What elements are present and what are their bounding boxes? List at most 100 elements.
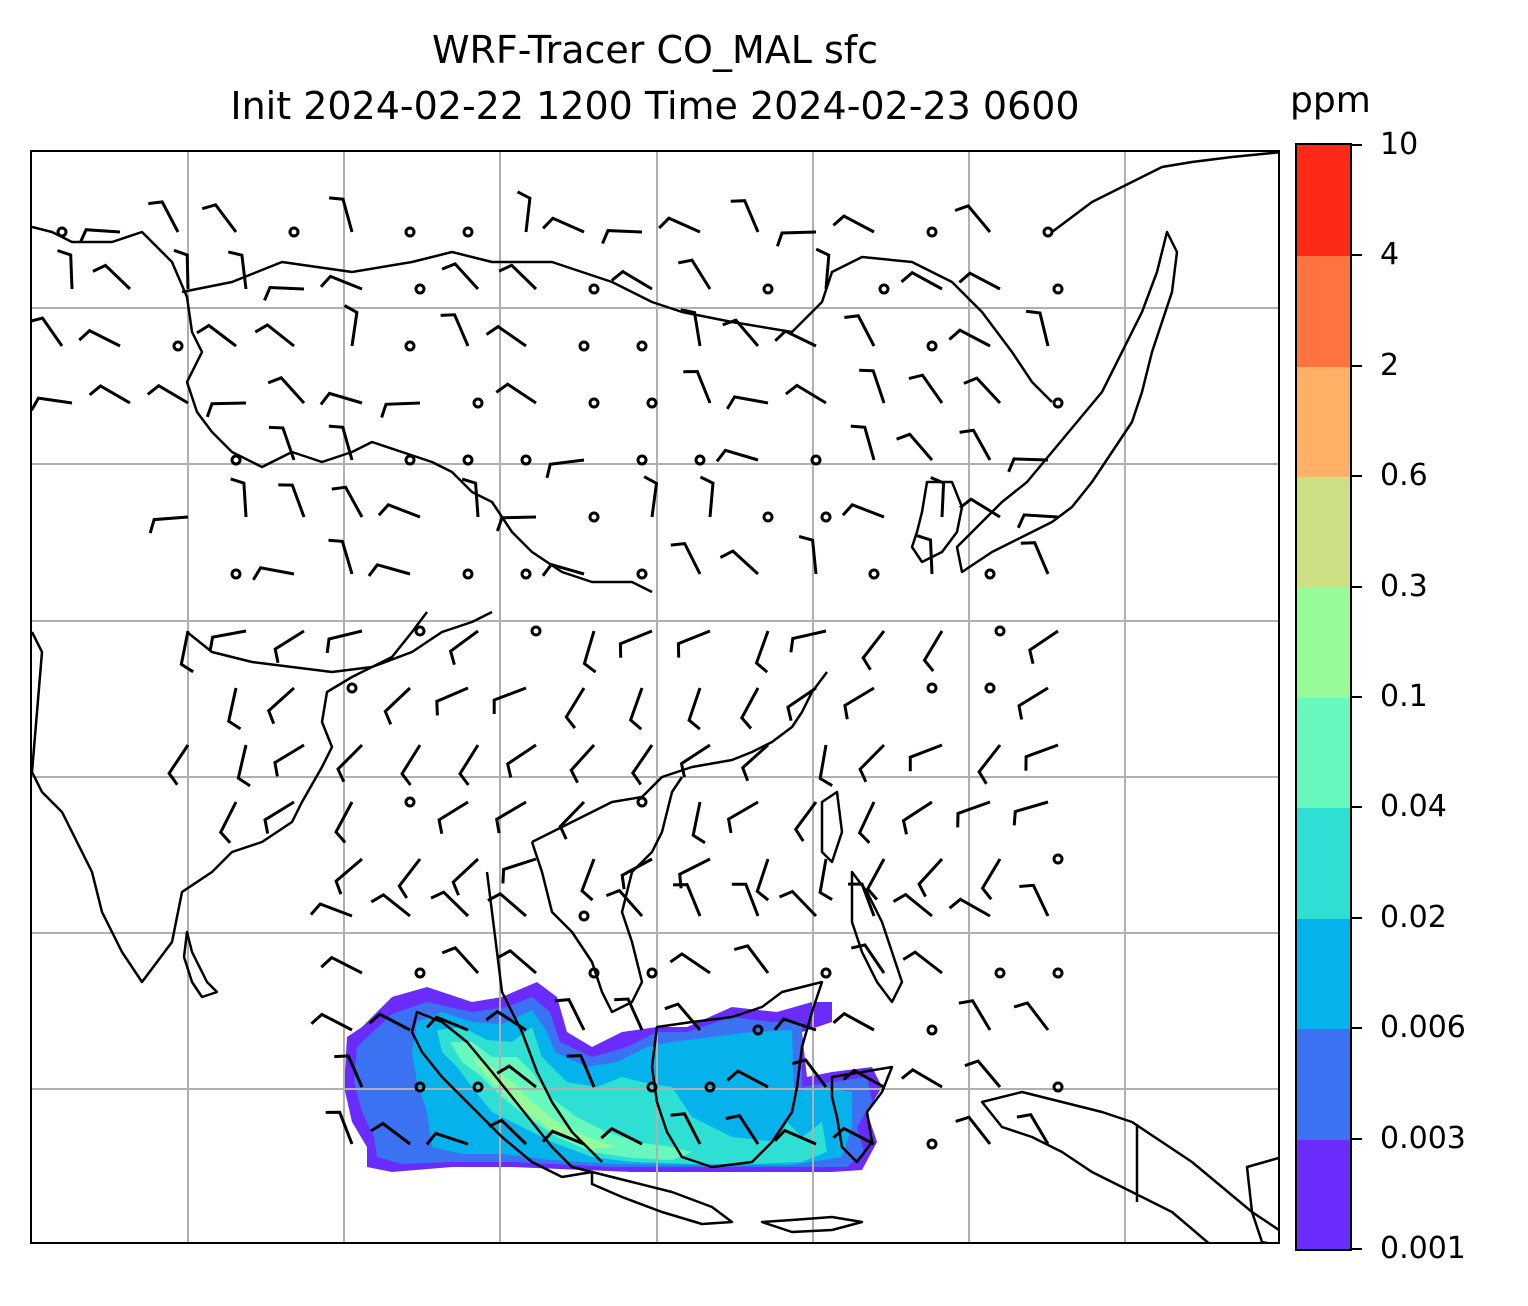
wind-barb — [678, 258, 712, 290]
calm-wind-circle — [462, 568, 474, 580]
wind-barb — [793, 801, 818, 842]
wind-barb — [485, 1009, 527, 1032]
calm-wind-circle — [926, 682, 938, 694]
wind-barb — [791, 1058, 828, 1088]
indochina-coastline — [530, 776, 684, 1014]
wind-barb — [435, 686, 469, 716]
wind-barb — [57, 249, 74, 290]
colorbar-tick — [1352, 364, 1362, 367]
calm-wind-circle — [230, 568, 242, 580]
wind-barb — [798, 535, 818, 575]
wind-barb — [397, 858, 422, 899]
wind-barb — [1007, 457, 1049, 473]
wind-barb — [859, 368, 886, 404]
wind-barb — [818, 744, 833, 787]
wind-barb — [328, 196, 354, 233]
wind-barb — [600, 1126, 643, 1146]
wind-barb — [977, 744, 1002, 785]
india-coastline — [32, 611, 428, 984]
wind-barb — [370, 1121, 411, 1146]
colorbar-tick — [1352, 1137, 1362, 1140]
calm-wind-circle — [984, 568, 996, 580]
calm-wind-circle — [520, 568, 532, 580]
wind-barb — [673, 883, 702, 917]
wind-barb — [699, 475, 715, 518]
calm-wind-circle — [1052, 853, 1064, 865]
calm-wind-circle — [288, 226, 300, 238]
calm-wind-circle — [646, 967, 658, 979]
wind-barb — [963, 376, 1002, 405]
chart-subtitle: Init 2024-02-22 1200 Time 2024-02-23 060… — [230, 84, 1080, 128]
wind-barb — [669, 952, 711, 975]
australia-tip — [1245, 1156, 1278, 1242]
korea-coastline — [910, 480, 964, 564]
calm-wind-circle — [926, 226, 938, 238]
wind-barb — [495, 382, 537, 405]
wind-barb — [545, 458, 585, 479]
wind-barb — [488, 1118, 528, 1146]
wind-barb — [980, 858, 1002, 901]
calm-wind-circle — [520, 454, 532, 466]
calm-wind-circle — [1042, 226, 1054, 238]
wind-barb — [715, 448, 759, 463]
wind-barb — [309, 902, 353, 918]
calm-wind-circle — [346, 682, 358, 694]
wind-barb — [1017, 686, 1049, 720]
wind-barb — [492, 686, 527, 714]
wind-barb — [461, 477, 480, 518]
wind-barb — [725, 1113, 760, 1145]
wind-barb — [719, 549, 760, 576]
wind-barb — [498, 263, 538, 291]
wind-barb — [1025, 309, 1050, 347]
wind-barb — [676, 629, 711, 658]
wind-barb — [425, 1015, 469, 1032]
colorbar-tick — [1352, 475, 1362, 478]
calm-wind-circle — [636, 454, 648, 466]
wind-barb — [148, 200, 180, 233]
wind-barb — [336, 743, 364, 783]
wind-barb — [32, 316, 64, 347]
wind-barb — [850, 424, 876, 461]
calm-wind-circle — [414, 283, 426, 295]
wind-barb — [334, 801, 354, 844]
wind-barb — [722, 318, 760, 347]
calm-wind-circle — [636, 796, 648, 808]
wind-barb — [380, 401, 421, 418]
colorbar-segment — [1297, 1028, 1350, 1140]
wind-barb — [670, 541, 702, 575]
calm-wind-circle — [868, 568, 880, 580]
colorbar-segment — [1297, 807, 1350, 919]
colorbar-tick — [1352, 1248, 1362, 1250]
colorbar-tick — [1352, 916, 1362, 919]
wind-barb — [773, 1017, 817, 1032]
wind-barb — [754, 630, 770, 674]
wind-barb — [784, 383, 827, 405]
wind-barb — [370, 892, 411, 918]
wind-barb — [331, 485, 364, 518]
calm-wind-circle — [820, 967, 832, 979]
wind-barb — [334, 857, 363, 895]
russia-coastline — [1051, 152, 1278, 233]
wind-barb — [755, 858, 770, 902]
calm-wind-circle — [462, 226, 474, 238]
wind-barb — [959, 497, 1001, 519]
calm-wind-circle — [414, 1081, 426, 1093]
wind-barb — [227, 687, 242, 731]
wind-barb — [487, 891, 527, 918]
wind-barb — [558, 800, 586, 840]
wind-barb — [664, 1002, 702, 1031]
wind-barb — [683, 369, 712, 404]
wind-barb — [367, 563, 411, 577]
calm-wind-circle — [404, 454, 416, 466]
wind-barb — [900, 270, 943, 291]
wind-barb — [236, 744, 251, 788]
wind-barb — [731, 882, 760, 917]
calm-wind-circle — [994, 967, 1006, 979]
wind-barb — [263, 800, 295, 834]
calm-wind-circle — [694, 454, 706, 466]
wind-barb — [569, 743, 596, 784]
colorbar-segment — [1297, 917, 1350, 1030]
wind-barb — [325, 629, 363, 654]
calm-wind-circle — [404, 340, 416, 352]
wind-barb — [865, 858, 886, 901]
